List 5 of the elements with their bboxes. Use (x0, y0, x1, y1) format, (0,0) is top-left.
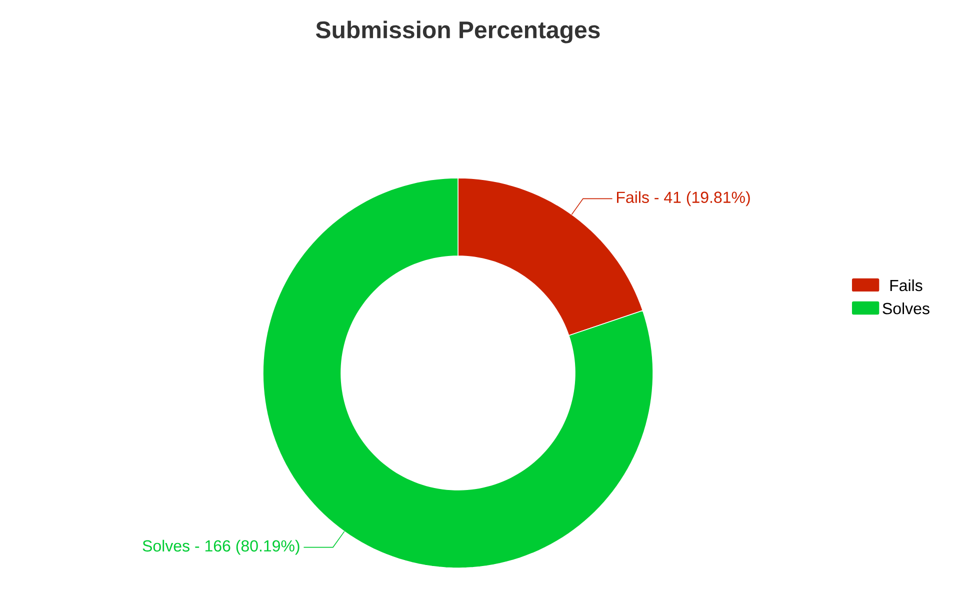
legend-label: Solves (882, 302, 930, 314)
legend-label: Fails (890, 279, 922, 292)
chart-title: Submission Percentages (316, 20, 600, 44)
text: Fails - 41 (19.81%) (617, 191, 750, 206)
text: Solves - 166 (80.19%) (142, 540, 300, 555)
